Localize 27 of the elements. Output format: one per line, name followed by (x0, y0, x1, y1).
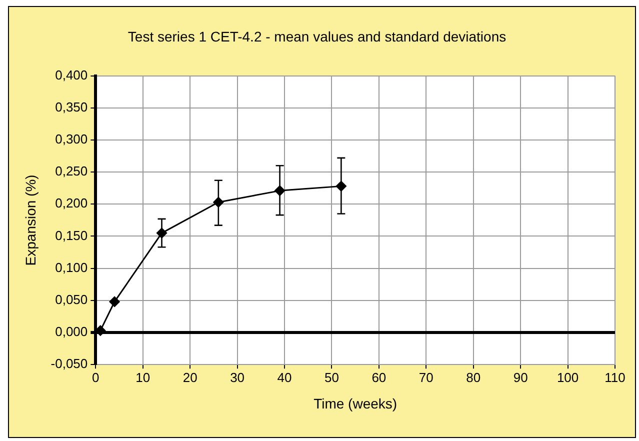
y-tick-label: 0,100 (55, 260, 88, 275)
y-tick-label: 0,350 (55, 99, 88, 114)
y-tick-label: 0,200 (55, 196, 88, 211)
y-tick-label: 0,300 (55, 132, 88, 147)
x-axis-title: Time (weeks) (314, 395, 398, 412)
y-tick-label: 0,000 (55, 324, 88, 340)
point (109, 296, 120, 307)
x-tick-label: 10 (136, 370, 150, 385)
x-tick-label: 50 (324, 370, 339, 385)
y-axis-title: Expansion (%) (22, 174, 38, 266)
y-tick-label: 0,150 (55, 228, 88, 243)
x-tick-label: 90 (513, 370, 528, 385)
point (96, 325, 106, 336)
x-tick-label: 70 (418, 370, 434, 385)
x-tick-label: 80 (466, 370, 481, 385)
y-tick-label: 0,050 (55, 292, 88, 307)
x-tick-label: 30 (230, 370, 245, 385)
x-tick-label: 0 (92, 370, 100, 385)
y-tick-label: -0,050 (50, 356, 88, 372)
chart-title: Test series 1 CET-4.2 - mean values and standard deviations (128, 28, 506, 44)
x-tick-label: 100 (556, 370, 579, 385)
x-tick-label: 110 (604, 370, 626, 385)
x-tick-label: 60 (372, 370, 386, 385)
x-tick-label: 20 (182, 370, 198, 385)
y-tick-label: 0,250 (55, 164, 88, 179)
x-tick-label: 40 (277, 370, 292, 385)
y-tick-label: 0,400 (55, 67, 88, 82)
